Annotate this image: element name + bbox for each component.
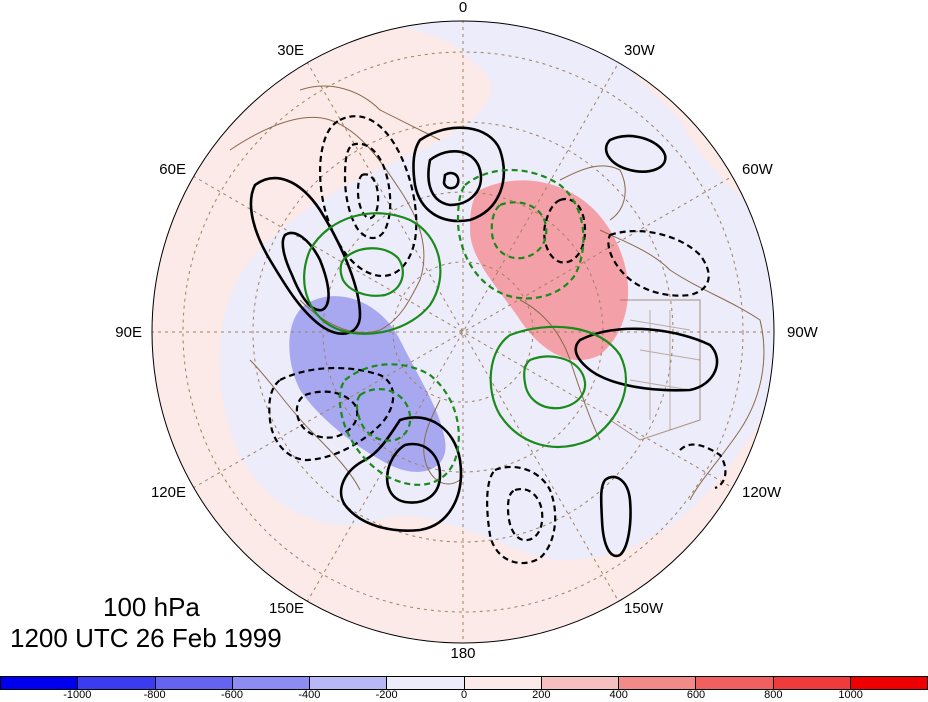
pressure-level-label: 100 hPa	[103, 592, 200, 622]
colorbar-label: 800	[764, 689, 783, 701]
colorbar	[0, 676, 928, 690]
negative-anomaly-shading	[289, 296, 446, 472]
lon-label-120w: 120W	[742, 484, 782, 501]
colorbar-label: 200	[532, 689, 551, 701]
lon-label-30e: 30E	[277, 42, 304, 59]
lon-label-180: 180	[450, 645, 475, 662]
colorbar-label: -800	[143, 689, 166, 701]
valid-time-label: 1200 UTC 26 Feb 1999	[10, 623, 282, 653]
colorbar-swatch	[386, 676, 465, 690]
colorbar-label: 0	[460, 689, 468, 701]
colorbar-label: 600	[686, 689, 706, 701]
colorbar-swatch	[463, 676, 542, 690]
positive-anomaly-shading	[470, 180, 629, 361]
lon-label-90e: 90E	[115, 324, 142, 341]
colorbar-swatch	[309, 676, 388, 690]
colorbar-label: -400	[298, 689, 321, 701]
colorbar-swatch	[231, 676, 310, 690]
map-border	[151, 20, 775, 644]
lon-label-150e: 150E	[269, 600, 304, 617]
lon-label-60e: 60E	[159, 161, 186, 178]
lon-label-60w: 60W	[742, 161, 774, 178]
colorbar-label: -200	[375, 689, 398, 701]
colorbar-swatch	[540, 676, 619, 690]
lon-label-0: 0	[459, 0, 467, 16]
colorbar-swatch	[77, 676, 156, 690]
colorbar-swatch	[154, 676, 233, 690]
green-contours-dashed	[338, 169, 585, 486]
map-disc	[152, 21, 774, 643]
colorbar-label: 400	[609, 689, 628, 701]
lon-label-30w: 30W	[624, 42, 656, 59]
colorbar-swatch	[772, 676, 851, 690]
colorbar-label: -1000	[63, 689, 92, 701]
colorbar-label: 1000	[838, 689, 863, 701]
colorbar-swatch	[849, 676, 928, 690]
colorbar-swatch	[695, 676, 774, 690]
colorbar-labels: -1000 -800 -600 -400 -200 0 200 400 600 800 1000	[0, 689, 928, 702]
colorbar-swatch	[0, 676, 79, 690]
lon-label-90w: 90W	[787, 324, 819, 341]
lon-label-120e: 120E	[151, 484, 186, 501]
coastlines	[229, 85, 765, 501]
green-contours-solid	[303, 212, 627, 448]
longitude-labels: 0 30W 60W 90W 120W 150W 180 150E 120E 90…	[115, 0, 818, 662]
negative-contours	[268, 115, 727, 565]
colorbar-label: -600	[220, 689, 244, 701]
lon-label-150w: 150W	[624, 600, 664, 617]
colorbar-swatch	[618, 676, 697, 690]
polar-map: 0 30W 60W 90W 120W 150W 180 150E 120E 90…	[115, 0, 818, 662]
